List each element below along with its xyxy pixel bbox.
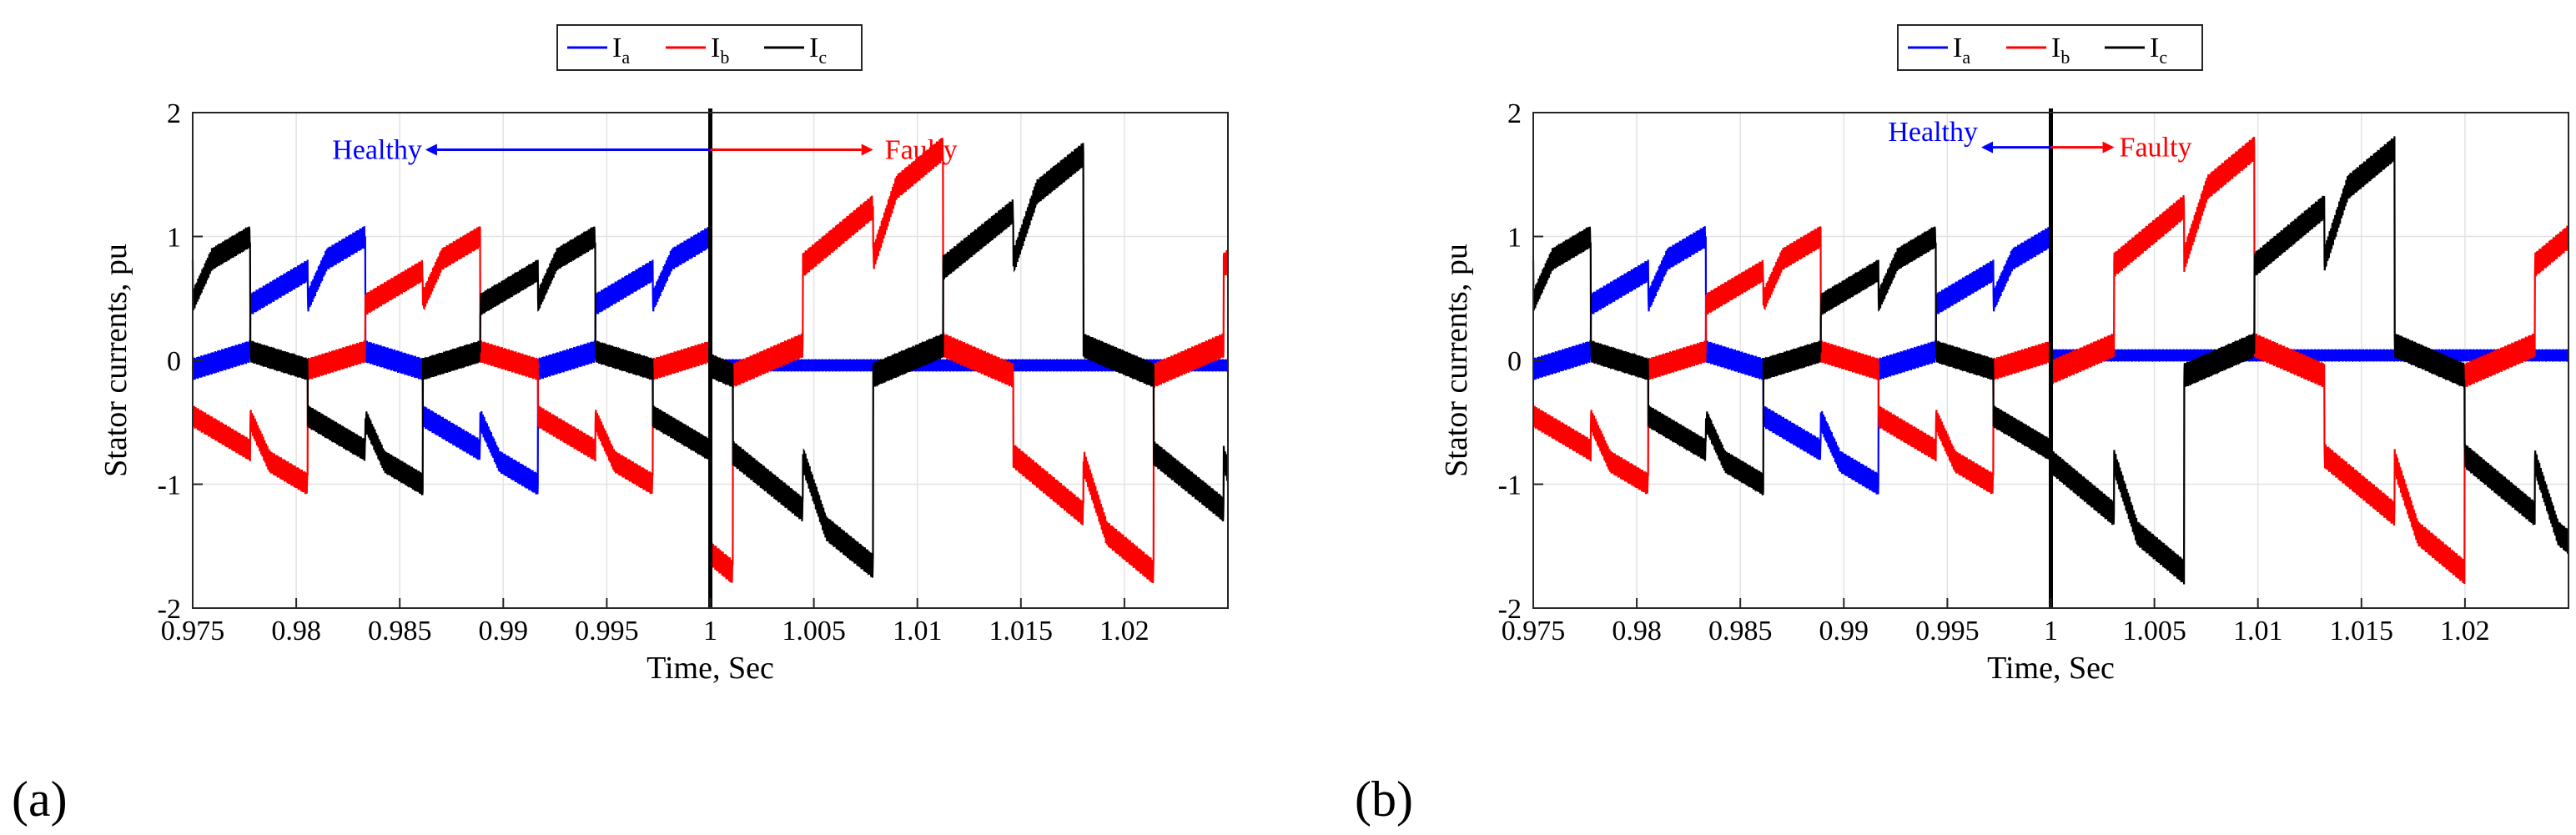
y-tick-label-1: -1 [1498, 470, 1522, 501]
x-tick-label-6: 1.005 [782, 616, 846, 646]
y-tick-label-2: 0 [1507, 346, 1522, 377]
x-tick-label-5: 1 [2044, 616, 2058, 646]
faulty-arrow-head [2102, 141, 2115, 153]
panel-label: (b) [1355, 772, 1413, 827]
y-tick-label-4: 2 [167, 98, 181, 129]
legend-box [556, 24, 863, 71]
x-tick-label-3: 0.99 [479, 616, 529, 646]
x-tick-label-3: 0.99 [1819, 616, 1869, 646]
x-tick-label-1: 0.98 [1612, 616, 1662, 646]
x-tick-label-6: 1.005 [2122, 616, 2186, 646]
x-tick-label-1: 0.98 [271, 616, 321, 646]
faulty-arrow-head [861, 143, 873, 156]
healthy-arrow-head [1981, 141, 1994, 153]
x-tick-label-8: 1.015 [989, 616, 1054, 646]
y-tick-label-0: -2 [1498, 594, 1522, 625]
x-tick-label-4: 0.995 [1915, 616, 1980, 646]
x-tick-label-9: 1.02 [1099, 616, 1150, 646]
x-tick-label-0: 0.975 [161, 616, 225, 646]
x-tick-label-2: 0.985 [1708, 616, 1773, 646]
faulty-label: Faulty [2120, 133, 2192, 163]
healthy-label: Healthy [332, 135, 422, 166]
y-tick-label-3: 1 [1507, 223, 1522, 254]
x-tick-label-2: 0.985 [368, 616, 432, 646]
y-tick-label-4: 2 [1507, 98, 1522, 129]
chart-panel-b: 0.975 0.98 0.985 0.99 0.995 1 1.005 1.01 1.015 1.… [1355, 24, 2570, 827]
panel-label: (a) [12, 772, 68, 827]
healthy-label: Healthy [1888, 117, 1978, 148]
y-axis-label: Stator currents, pu [98, 244, 133, 477]
x-tick-label-0: 0.975 [1502, 616, 1566, 646]
legend-box [1897, 24, 2203, 71]
faulty-label: Faulty [885, 135, 958, 166]
chart-panel-a: 0.975 0.98 0.985 0.99 0.995 1 1.005 1.01 1.015 1.… [12, 24, 1230, 827]
y-axis-label: Stator currents, pu [1439, 244, 1474, 477]
y-tick-label-2: 0 [167, 346, 181, 377]
x-tick-label-8: 1.015 [2330, 616, 2394, 646]
x-tick-label-9: 1.02 [2440, 616, 2490, 646]
x-tick-label-7: 1.01 [2233, 616, 2283, 646]
y-tick-label-1: -1 [158, 470, 181, 501]
x-axis-label: Time, Sec [1987, 651, 2115, 686]
healthy-arrow-head [425, 143, 437, 156]
x-tick-label-5: 1 [703, 616, 717, 646]
y-tick-label-3: 1 [167, 223, 181, 254]
legend: Ia Ib Ic [1897, 24, 2203, 71]
x-tick-label-7: 1.01 [893, 616, 943, 646]
x-tick-label-4: 0.995 [575, 616, 639, 646]
y-tick-label-0: -2 [158, 594, 181, 625]
x-axis-label: Time, Sec [647, 651, 774, 686]
legend: Ia Ib Ic [556, 24, 863, 71]
